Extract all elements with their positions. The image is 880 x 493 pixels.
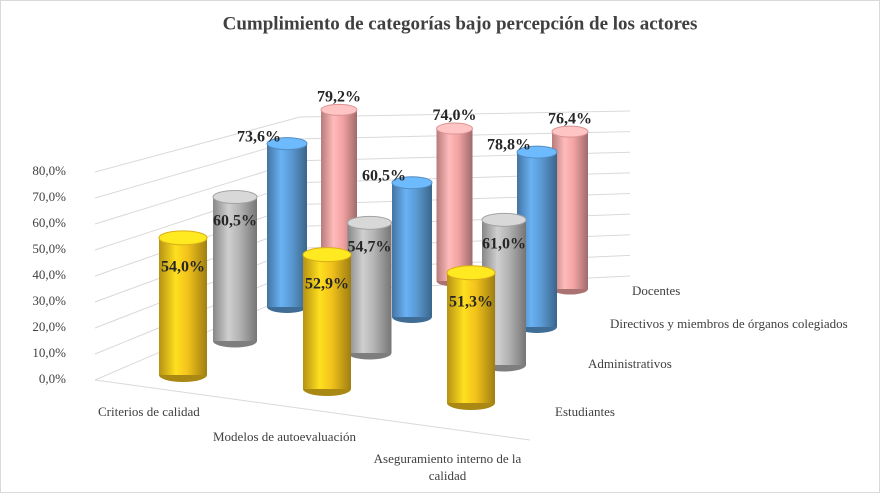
x-tick-label: Modelos de autoevaluación <box>213 429 356 444</box>
legend-label: Administrativos <box>588 356 672 371</box>
cylinder-top <box>302 247 352 263</box>
value-label: 54,7% <box>348 238 392 255</box>
cylinder <box>447 272 495 403</box>
y-tick-label: 80,0% <box>32 163 66 178</box>
cylinder <box>347 222 392 353</box>
cylinder-top <box>516 145 558 159</box>
y-tick-label: 0,0% <box>39 371 66 386</box>
cylinder-top <box>320 103 358 116</box>
value-label: 61,0% <box>482 235 526 252</box>
y-tick-label: 70,0% <box>32 189 66 204</box>
cylinder-top <box>446 265 496 281</box>
cylinder-top <box>347 215 392 230</box>
legend-label: Directivos y miembros de órganos colegia… <box>610 316 848 331</box>
cylinder <box>392 182 432 317</box>
legend-label: Docentes <box>632 283 680 298</box>
y-tick-label: 10,0% <box>32 345 66 360</box>
cylinder-top <box>212 190 258 205</box>
y-tick-label: 50,0% <box>32 241 66 256</box>
cylinder <box>213 197 257 341</box>
value-label: 60,5% <box>213 213 257 230</box>
legend-label: Estudiantes <box>555 404 615 419</box>
value-label: 54,0% <box>161 259 205 276</box>
cylinder <box>436 128 473 281</box>
value-label: 73,6% <box>237 128 281 145</box>
cylinder-top <box>481 212 527 227</box>
grid-line <box>94 110 631 173</box>
cylinder <box>303 254 351 389</box>
y-tick-label: 20,0% <box>32 319 66 334</box>
cylinder <box>159 237 207 375</box>
floor-line <box>94 379 531 441</box>
cylinder-top <box>551 125 589 138</box>
cylinder-top <box>436 122 473 135</box>
x-tick-label: Criterios de calidad <box>98 404 200 419</box>
value-label: 79,2% <box>317 89 361 106</box>
cylinder <box>552 131 588 289</box>
x-tick-label: Aseguramiento interno de la calidad <box>373 451 522 483</box>
value-label: 74,0% <box>433 107 477 124</box>
cylinder-top <box>158 230 208 246</box>
value-label: 60,5% <box>362 167 406 184</box>
value-label: 76,4% <box>548 110 592 127</box>
y-tick-label: 40,0% <box>32 267 66 282</box>
cylinder-top <box>391 176 433 190</box>
cylinder <box>267 143 307 307</box>
value-label: 51,3% <box>449 293 493 310</box>
chart-title: Cumplimiento de categorías bajo percepci… <box>223 13 698 34</box>
cylinder-top <box>266 137 308 151</box>
value-label: 78,8% <box>487 137 531 154</box>
y-tick-label: 60,0% <box>32 215 66 230</box>
y-tick-label: 30,0% <box>32 293 66 308</box>
value-label: 52,9% <box>305 275 349 292</box>
